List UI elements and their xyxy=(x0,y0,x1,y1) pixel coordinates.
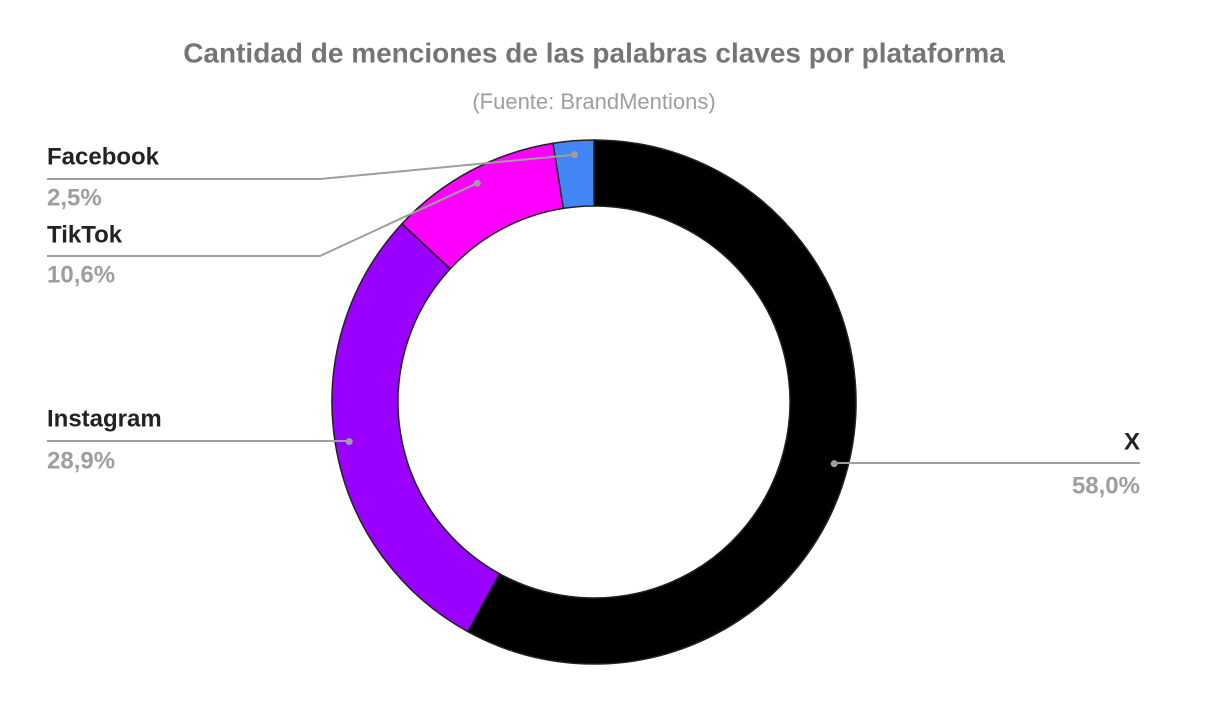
slice-label: Instagram xyxy=(47,405,162,432)
donut-slice xyxy=(331,222,501,633)
leader-dot xyxy=(473,179,481,187)
leader-line xyxy=(47,440,351,442)
leader-dot xyxy=(571,151,579,159)
leader-line xyxy=(833,462,1140,464)
slice-value: 2,5% xyxy=(47,184,102,211)
slice-label: X xyxy=(1124,428,1140,455)
donut-slice xyxy=(552,139,595,210)
slice-label: Facebook xyxy=(47,143,160,170)
leader-dot xyxy=(830,460,838,468)
slice-label: TikTok xyxy=(47,221,123,248)
leader-line xyxy=(47,153,575,180)
leader-dot xyxy=(345,438,353,446)
chart-subtitle: (Fuente: BrandMentions) xyxy=(472,89,715,114)
slice-value: 58,0% xyxy=(1072,472,1140,499)
slice-value: 10,6% xyxy=(47,261,115,288)
chart-title: Cantidad de menciones de las palabras cl… xyxy=(183,37,1005,68)
leader-line xyxy=(47,182,478,257)
donut-slice xyxy=(466,139,857,665)
slice-value: 28,9% xyxy=(47,447,115,474)
